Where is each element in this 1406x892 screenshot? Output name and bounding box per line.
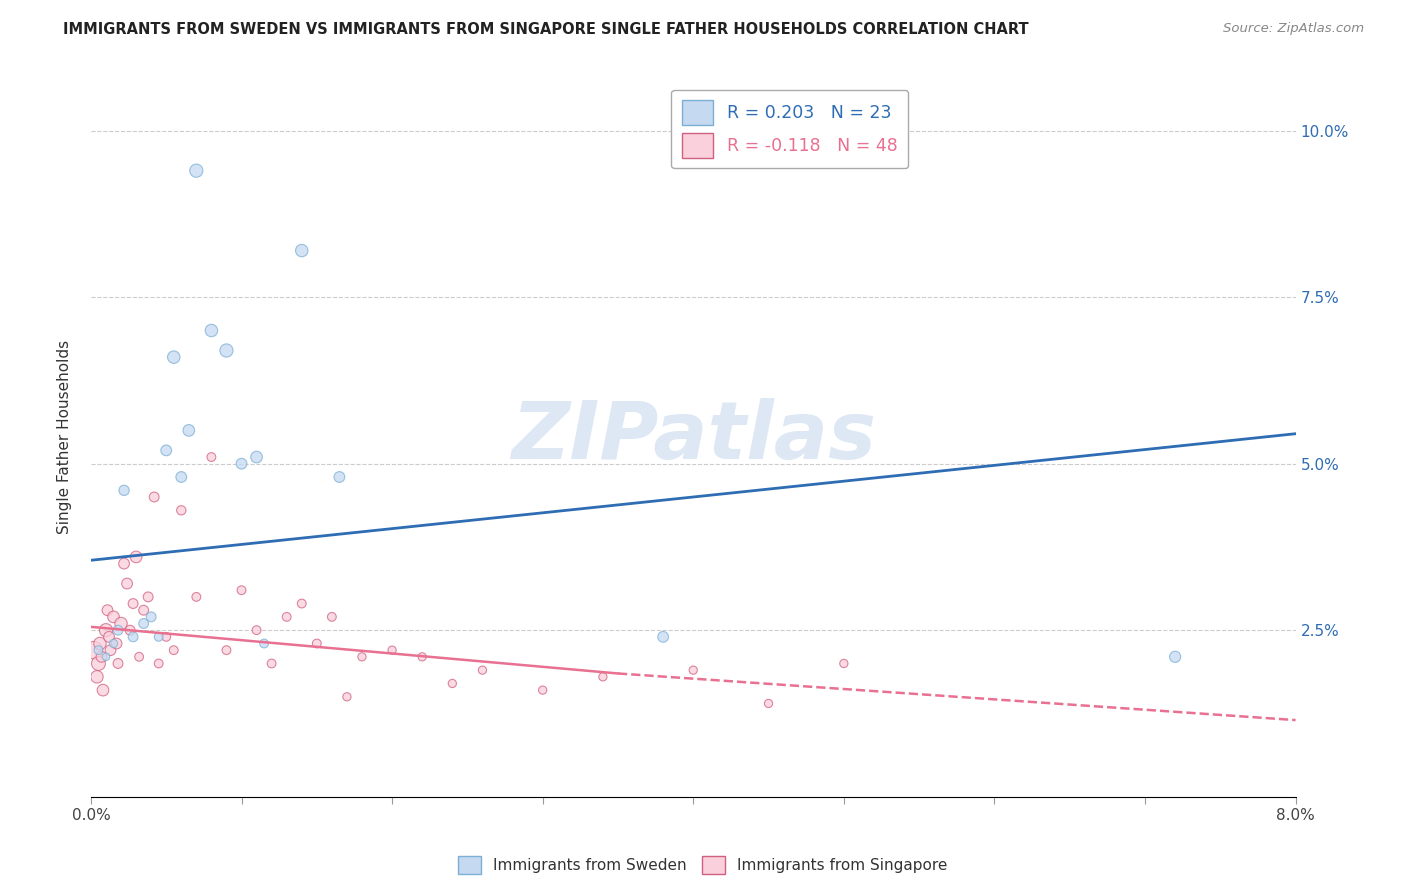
Point — [91, 683, 114, 698]
Point — [170, 503, 193, 517]
Point — [141, 610, 163, 624]
Point — [163, 350, 186, 364]
Y-axis label: Single Father Households: Single Father Households — [58, 340, 72, 534]
Point — [86, 670, 108, 684]
Point — [87, 657, 110, 671]
Point — [276, 610, 298, 624]
Point — [758, 697, 780, 711]
Point — [103, 610, 125, 624]
Point — [136, 590, 159, 604]
Point — [291, 244, 314, 258]
Point — [231, 583, 253, 598]
Point — [155, 443, 177, 458]
Text: Source: ZipAtlas.com: Source: ZipAtlas.com — [1223, 22, 1364, 36]
Point — [87, 643, 110, 657]
Point — [132, 616, 155, 631]
Point — [107, 623, 129, 637]
Point — [305, 636, 328, 650]
Point — [215, 343, 238, 358]
Point — [253, 636, 276, 650]
Point — [96, 603, 118, 617]
Point — [321, 610, 343, 624]
Point — [177, 424, 200, 438]
Point — [90, 649, 112, 664]
Point — [128, 649, 150, 664]
Point — [105, 636, 128, 650]
Point — [112, 557, 135, 571]
Point — [98, 630, 121, 644]
Point — [682, 663, 704, 677]
Legend: R = 0.203   N = 23, R = -0.118   N = 48: R = 0.203 N = 23, R = -0.118 N = 48 — [671, 90, 908, 169]
Point — [115, 576, 138, 591]
Point — [832, 657, 855, 671]
Point — [94, 623, 117, 637]
Point — [148, 657, 170, 671]
Point — [200, 324, 222, 338]
Point — [1164, 649, 1187, 664]
Point — [260, 657, 283, 671]
Point — [110, 616, 132, 631]
Point — [531, 683, 554, 698]
Point — [652, 630, 675, 644]
Point — [215, 643, 238, 657]
Point — [336, 690, 359, 704]
Point — [231, 457, 253, 471]
Point — [94, 649, 117, 664]
Legend: Immigrants from Sweden, Immigrants from Singapore: Immigrants from Sweden, Immigrants from … — [453, 850, 953, 880]
Point — [122, 630, 145, 644]
Point — [120, 623, 142, 637]
Point — [163, 643, 186, 657]
Point — [441, 676, 464, 690]
Point — [411, 649, 433, 664]
Point — [143, 490, 166, 504]
Point — [132, 603, 155, 617]
Point — [291, 597, 314, 611]
Text: IMMIGRANTS FROM SWEDEN VS IMMIGRANTS FROM SINGAPORE SINGLE FATHER HOUSEHOLDS COR: IMMIGRANTS FROM SWEDEN VS IMMIGRANTS FRO… — [63, 22, 1029, 37]
Text: ZIPatlas: ZIPatlas — [510, 398, 876, 476]
Point — [155, 630, 177, 644]
Point — [200, 450, 222, 464]
Point — [245, 623, 267, 637]
Point — [103, 636, 125, 650]
Point — [186, 163, 208, 178]
Point — [83, 643, 105, 657]
Point — [381, 643, 404, 657]
Point — [125, 549, 148, 564]
Point — [186, 590, 208, 604]
Point — [328, 470, 350, 484]
Point — [112, 483, 135, 498]
Point — [245, 450, 267, 464]
Point — [471, 663, 494, 677]
Point — [89, 636, 111, 650]
Point — [107, 657, 129, 671]
Point — [592, 670, 614, 684]
Point — [100, 643, 122, 657]
Point — [122, 597, 145, 611]
Point — [170, 470, 193, 484]
Point — [350, 649, 373, 664]
Point — [148, 630, 170, 644]
